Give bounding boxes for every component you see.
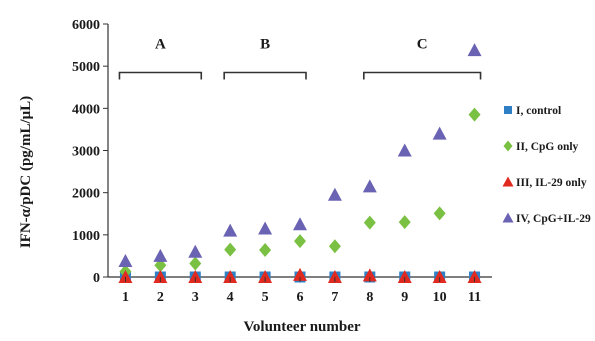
legend-entry-label: IV, CpG+IL-29	[516, 213, 591, 225]
data-point	[224, 242, 237, 257]
data-point	[397, 143, 412, 157]
x-tick-label: 4	[227, 290, 234, 305]
data-point	[432, 126, 447, 140]
data-point	[362, 268, 377, 282]
data-point	[433, 206, 446, 221]
x-axis-ticks: 1 2 3 4 5 6 7 8 9 10 11	[122, 277, 481, 305]
data-point	[258, 221, 273, 235]
x-tick-label: 11	[468, 290, 481, 305]
data-point	[362, 179, 377, 193]
legend-entry-label: II, CpG only	[516, 141, 579, 153]
group-bracket	[223, 71, 307, 80]
group-label: B	[260, 36, 270, 52]
data-point	[188, 244, 203, 258]
y-tick-label: 5000	[72, 60, 100, 75]
data-point	[118, 270, 133, 283]
y-tick-label: 6000	[72, 18, 100, 33]
data-point	[189, 256, 202, 271]
y-tick-label: 4000	[72, 102, 100, 117]
data-point	[223, 223, 238, 237]
data-point	[188, 270, 203, 283]
group-label: C	[417, 36, 428, 52]
x-axis-title: Volunteer number	[243, 319, 360, 335]
group-brackets: A B C	[118, 36, 482, 80]
data-point	[467, 270, 482, 283]
data-point	[468, 107, 481, 122]
legend-marker	[502, 212, 514, 223]
x-tick-label: 7	[331, 290, 338, 305]
data-point	[328, 239, 341, 254]
legend: I, control II, CpG only III, IL-29 only IV,…	[502, 105, 591, 225]
data-point	[259, 243, 272, 258]
data-points	[118, 43, 482, 283]
y-tick-label: 1000	[72, 229, 100, 244]
data-point	[327, 187, 342, 201]
data-point	[467, 43, 482, 57]
data-point	[153, 248, 168, 262]
data-point	[223, 270, 238, 283]
legend-entry-label: I, control	[516, 105, 561, 117]
x-tick-label: 1	[122, 290, 129, 305]
data-point	[258, 270, 273, 283]
data-point	[118, 253, 133, 267]
y-tick-label: 3000	[72, 145, 100, 160]
data-point	[397, 270, 412, 283]
data-point	[363, 215, 376, 230]
data-point	[153, 270, 168, 283]
data-point	[293, 217, 307, 231]
data-point	[432, 270, 447, 283]
legend-marker	[504, 106, 512, 114]
x-tick-label: 8	[366, 290, 373, 305]
y-axis-ticks: 0 1000 2000 3000 4000 5000 6000	[72, 18, 108, 286]
y-tick-label: 2000	[72, 187, 100, 202]
group-bracket	[363, 71, 482, 80]
x-tick-label: 2	[157, 290, 164, 305]
x-tick-label: 9	[401, 290, 408, 305]
x-tick-label: 10	[433, 290, 447, 305]
legend-marker	[502, 176, 514, 187]
data-point	[398, 215, 411, 230]
y-axis-title: IFN-α/pDC (pg/mL/μL)	[18, 96, 34, 248]
x-tick-label: 3	[192, 290, 199, 305]
y-tick-label: 0	[93, 271, 100, 286]
group-bracket	[118, 71, 203, 80]
x-tick-label: 5	[262, 290, 269, 305]
data-point	[293, 267, 307, 281]
legend-marker	[503, 140, 513, 152]
data-point	[294, 234, 306, 249]
legend-entry-label: III, IL-29 only	[516, 177, 587, 189]
data-point	[327, 270, 342, 283]
group-label: A	[155, 36, 166, 52]
x-tick-label: 6	[297, 290, 304, 305]
